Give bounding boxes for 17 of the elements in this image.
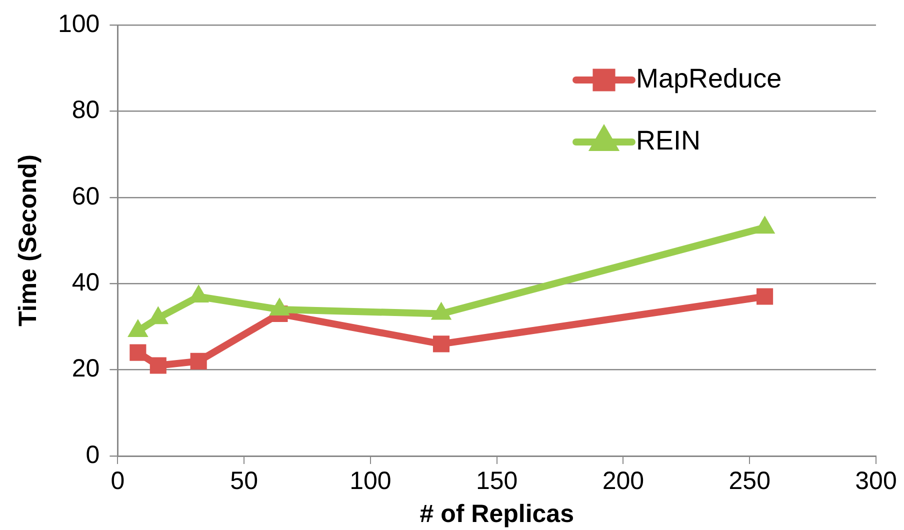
- y-tick-label: 100: [58, 10, 100, 38]
- x-tick-label: 200: [602, 466, 644, 495]
- y-tick-label: 0: [86, 440, 100, 469]
- legend-label: REIN: [636, 125, 701, 156]
- y-axis-title: Time (Second): [14, 154, 42, 326]
- y-tick-label: 60: [72, 182, 100, 210]
- x-axis-title: # of Replicas: [420, 500, 574, 528]
- legend-label: MapReduce: [636, 63, 782, 94]
- x-tick-label: 300: [855, 466, 897, 495]
- x-tick-label: 150: [476, 466, 518, 495]
- y-tick-label: 80: [72, 96, 100, 124]
- y-tick-label: 40: [72, 268, 100, 296]
- x-tick-label: 100: [350, 466, 392, 495]
- x-tick-label: 250: [728, 466, 770, 495]
- y-tick-label: 20: [72, 354, 100, 383]
- x-tick-label: 0: [110, 466, 125, 495]
- x-tick-label: 50: [230, 466, 258, 495]
